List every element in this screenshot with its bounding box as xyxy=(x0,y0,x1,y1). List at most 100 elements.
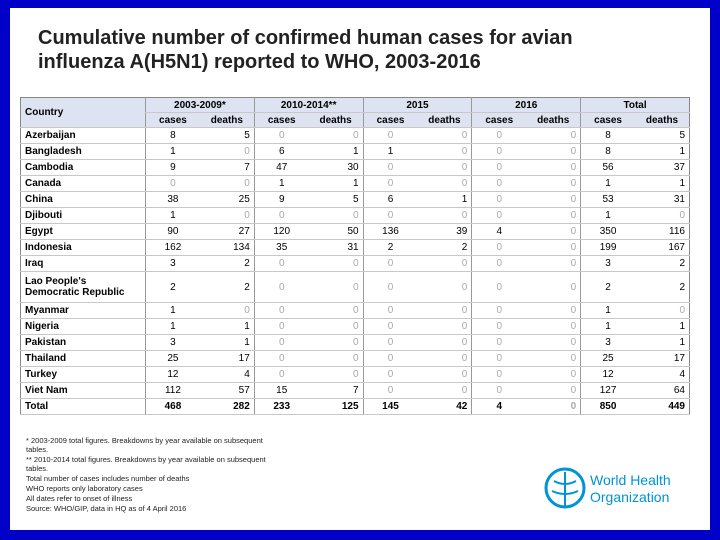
number-cell: 199 xyxy=(580,239,636,256)
number-cell: 1 xyxy=(308,175,364,192)
number-cell: 850 xyxy=(580,398,636,415)
country-cell: Lao People's Democratic Republic xyxy=(20,271,146,303)
number-cell: 1 xyxy=(199,318,255,335)
number-cell: 0 xyxy=(471,366,527,383)
number-cell: 0 xyxy=(253,366,309,383)
number-cell: 1 xyxy=(144,302,200,319)
number-cell: 35 xyxy=(253,239,309,256)
country-cell: Bangladesh xyxy=(20,143,146,160)
number-cell: 1 xyxy=(199,334,255,351)
number-cell: 0 xyxy=(362,159,418,176)
number-cell: 233 xyxy=(253,398,309,415)
number-cell: 127 xyxy=(580,382,636,399)
number-cell: 0 xyxy=(471,127,527,144)
number-cell: 0 xyxy=(417,159,472,176)
table-row: Total 468 282 233 125 145 42 4 0 850 449 xyxy=(20,398,690,415)
slide: Cumulative number of confirmed human cas… xyxy=(10,8,710,530)
country-cell: China xyxy=(20,191,146,208)
number-cell: 9 xyxy=(144,159,200,176)
number-cell: 0 xyxy=(526,255,581,272)
number-cell: 0 xyxy=(471,175,527,192)
number-cell: 8 xyxy=(144,127,200,144)
number-cell: 0 xyxy=(308,318,364,335)
number-cell: 0 xyxy=(526,318,581,335)
table-row: Egypt 90 27 120 50 136 39 4 0 350 116 xyxy=(20,223,690,240)
number-cell: 0 xyxy=(362,175,418,192)
who-logo: World Health Organization xyxy=(544,467,671,509)
number-cell: 0 xyxy=(362,318,418,335)
number-cell: 0 xyxy=(362,366,418,383)
number-cell: 0 xyxy=(417,127,472,144)
number-cell: 0 xyxy=(526,271,581,303)
table-row: Thailand 25 17 0 0 0 0 0 0 25 17 xyxy=(20,350,690,367)
number-cell: 0 xyxy=(417,143,472,160)
number-cell: 47 xyxy=(253,159,309,176)
number-cell: 0 xyxy=(308,366,364,383)
number-cell: 0 xyxy=(362,127,418,144)
number-cell: 1 xyxy=(635,143,690,160)
number-cell: 0 xyxy=(362,207,418,224)
number-cell: 0 xyxy=(526,382,581,399)
number-cell: 136 xyxy=(362,223,418,240)
number-cell: 1 xyxy=(580,302,636,319)
number-cell: 0 xyxy=(308,207,364,224)
number-cell: 64 xyxy=(635,382,690,399)
table-row: Lao People's Democratic Republic 2 2 0 0 0 0 0 0… xyxy=(20,271,690,303)
period-header: 2016 xyxy=(471,97,581,113)
number-cell: 7 xyxy=(308,382,364,399)
number-cell: 0 xyxy=(471,334,527,351)
logo-text: World Health xyxy=(590,472,671,488)
number-cell: 0 xyxy=(635,207,690,224)
number-cell: 0 xyxy=(199,175,255,192)
country-cell: Cambodia xyxy=(20,159,146,176)
number-cell: 0 xyxy=(471,239,527,256)
number-cell: 449 xyxy=(635,398,690,415)
logo-lines xyxy=(551,472,579,506)
number-cell: 1 xyxy=(635,318,690,335)
number-cell: 3 xyxy=(580,334,636,351)
table-row: Djibouti 1 0 0 0 0 0 0 0 1 0 xyxy=(20,207,690,224)
number-cell: 2 xyxy=(635,271,690,303)
number-cell: 3 xyxy=(580,255,636,272)
number-cell: 0 xyxy=(308,271,364,303)
number-cell: 8 xyxy=(580,127,636,144)
number-cell: 1 xyxy=(362,143,418,160)
number-cell: 2 xyxy=(144,271,200,303)
number-cell: 0 xyxy=(253,302,309,319)
number-cell: 1 xyxy=(144,207,200,224)
number-cell: 0 xyxy=(253,207,309,224)
number-cell: 4 xyxy=(199,366,255,383)
number-cell: 90 xyxy=(144,223,200,240)
number-cell: 0 xyxy=(253,127,309,144)
country-cell: Thailand xyxy=(20,350,146,367)
number-cell: 3 xyxy=(144,255,200,272)
number-cell: 468 xyxy=(144,398,200,415)
number-cell: 0 xyxy=(471,302,527,319)
number-cell: 39 xyxy=(417,223,472,240)
number-cell: 42 xyxy=(417,398,472,415)
footnote: Total number of cases includes number of… xyxy=(26,474,190,483)
number-cell: 125 xyxy=(308,398,364,415)
number-cell: 0 xyxy=(417,255,472,272)
footnote: All dates refer to onset of illness xyxy=(26,494,133,503)
number-cell: 53 xyxy=(580,191,636,208)
number-cell: 12 xyxy=(580,366,636,383)
number-cell: 5 xyxy=(308,191,364,208)
number-cell: 25 xyxy=(580,350,636,367)
number-cell: 145 xyxy=(362,398,418,415)
header-row: Country 2003-2009* 2010-2014** 2015 2016 Tota… xyxy=(20,97,690,128)
number-cell: 1 xyxy=(144,318,200,335)
number-cell: 2 xyxy=(635,255,690,272)
subheader: cases xyxy=(471,112,527,128)
number-cell: 1 xyxy=(308,143,364,160)
number-cell: 0 xyxy=(417,302,472,319)
footnote: * 2003-2009 total figures. Breakdowns by… xyxy=(26,436,263,454)
period-header: 2003-2009* xyxy=(145,97,255,113)
number-cell: 162 xyxy=(144,239,200,256)
number-cell: 1 xyxy=(253,175,309,192)
number-cell: 0 xyxy=(526,334,581,351)
country-cell: Nigeria xyxy=(20,318,146,335)
country-cell: Indonesia xyxy=(20,239,146,256)
number-cell: 0 xyxy=(417,350,472,367)
number-cell: 120 xyxy=(253,223,309,240)
